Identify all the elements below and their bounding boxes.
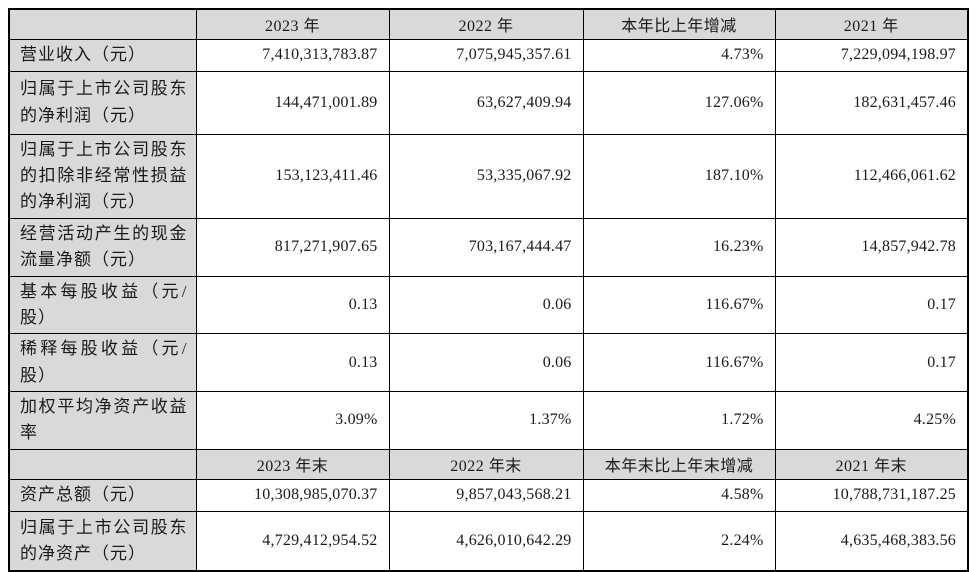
value-change: 116.67% bbox=[582, 333, 776, 392]
value-2022: 9,857,043,568.21 bbox=[388, 478, 584, 512]
value-2021: 4,635,468,383.56 bbox=[774, 510, 969, 572]
value-2022: 63,627,409.94 bbox=[388, 70, 584, 135]
header-2023-year-end: 2023 年末 bbox=[195, 448, 390, 480]
value-change: 4.58% bbox=[582, 478, 776, 512]
value-change: 4.73% bbox=[582, 38, 776, 72]
year-end-header-row: 2023 年末 2022 年末 本年末比上年末增减 2021 年末 bbox=[8, 448, 969, 480]
header-2022: 2022 年 bbox=[388, 8, 584, 40]
value-2023: 4,729,412,954.52 bbox=[195, 510, 390, 572]
value-2022: 0.06 bbox=[388, 275, 584, 335]
value-2021: 112,466,061.62 bbox=[774, 133, 969, 219]
value-change: 16.23% bbox=[582, 217, 776, 277]
corner-empty-cell bbox=[8, 8, 197, 40]
table-row-revenue: 营业收入（元） 7,410,313,783.87 7,075,945,357.6… bbox=[8, 38, 969, 72]
value-change: 187.10% bbox=[582, 133, 776, 219]
table-row-diluted-eps: 稀释每股收益（元/股） 0.13 0.06 116.67% 0.17 bbox=[8, 333, 969, 392]
table-row-net-profit-excl-nonrecurring: 归属于上市公司股东的扣除非经常性损益的净利润（元） 153,123,411.46… bbox=[8, 133, 969, 219]
value-2023: 153,123,411.46 bbox=[195, 133, 390, 219]
value-2021: 14,857,942.78 bbox=[774, 217, 969, 277]
value-2021: 0.17 bbox=[774, 275, 969, 335]
header-2021: 2021 年 bbox=[774, 8, 969, 40]
value-2022: 1.37% bbox=[388, 390, 584, 450]
value-2022: 4,626,010,642.29 bbox=[388, 510, 584, 572]
value-2021: 10,788,731,187.25 bbox=[774, 478, 969, 512]
value-change: 116.67% bbox=[582, 275, 776, 335]
value-2023: 10,308,985,070.37 bbox=[195, 478, 390, 512]
value-2023: 0.13 bbox=[195, 275, 390, 335]
value-2023: 7,410,313,783.87 bbox=[195, 38, 390, 72]
header-2022-year-end: 2022 年末 bbox=[388, 448, 584, 480]
row-label: 稀释每股收益（元/股） bbox=[8, 333, 197, 392]
value-2021: 7,229,094,198.97 bbox=[774, 38, 969, 72]
corner-empty-cell bbox=[8, 448, 197, 480]
value-change: 2.24% bbox=[582, 510, 776, 572]
value-change: 127.06% bbox=[582, 70, 776, 135]
row-label: 加权平均净资产收益率 bbox=[8, 390, 197, 450]
value-2022: 703,167,444.47 bbox=[388, 217, 584, 277]
header-year-end-change: 本年末比上年末增减 bbox=[582, 448, 776, 480]
value-2021: 0.17 bbox=[774, 333, 969, 392]
year-header-row: 2023 年 2022 年 本年比上年增减 2021 年 bbox=[8, 8, 969, 40]
financial-report-page: 2023 年 2022 年 本年比上年增减 2021 年 营业收入（元） 7,4… bbox=[8, 8, 969, 572]
value-change: 1.72% bbox=[582, 390, 776, 450]
table-row-net-assets: 归属于上市公司股东的净资产（元） 4,729,412,954.52 4,626,… bbox=[8, 510, 969, 572]
financial-indicators-table: 2023 年 2022 年 本年比上年增减 2021 年 营业收入（元） 7,4… bbox=[8, 8, 969, 572]
value-2022: 0.06 bbox=[388, 333, 584, 392]
header-2021-year-end: 2021 年末 bbox=[774, 448, 969, 480]
value-2023: 3.09% bbox=[195, 390, 390, 450]
value-2022: 53,335,067.92 bbox=[388, 133, 584, 219]
row-label: 归属于上市公司股东的净利润（元） bbox=[8, 70, 197, 135]
value-2023: 144,471,001.89 bbox=[195, 70, 390, 135]
row-label: 经营活动产生的现金流量净额（元） bbox=[8, 217, 197, 277]
row-label: 资产总额（元） bbox=[8, 478, 197, 512]
table-row-basic-eps: 基本每股收益（元/股） 0.13 0.06 116.67% 0.17 bbox=[8, 275, 969, 335]
row-label: 归属于上市公司股东的净资产（元） bbox=[8, 510, 197, 572]
header-2023: 2023 年 bbox=[195, 8, 390, 40]
value-2021: 182,631,457.46 bbox=[774, 70, 969, 135]
row-label: 基本每股收益（元/股） bbox=[8, 275, 197, 335]
table-row-weighted-avg-roe: 加权平均净资产收益率 3.09% 1.37% 1.72% 4.25% bbox=[8, 390, 969, 450]
row-label: 营业收入（元） bbox=[8, 38, 197, 72]
table-row-total-assets: 资产总额（元） 10,308,985,070.37 9,857,043,568.… bbox=[8, 478, 969, 512]
header-yoy-change: 本年比上年增减 bbox=[582, 8, 776, 40]
value-2022: 7,075,945,357.61 bbox=[388, 38, 584, 72]
value-2021: 4.25% bbox=[774, 390, 969, 450]
value-2023: 0.13 bbox=[195, 333, 390, 392]
table-row-net-profit: 归属于上市公司股东的净利润（元） 144,471,001.89 63,627,4… bbox=[8, 70, 969, 135]
table-row-operating-cash-flow: 经营活动产生的现金流量净额（元） 817,271,907.65 703,167,… bbox=[8, 217, 969, 277]
value-2023: 817,271,907.65 bbox=[195, 217, 390, 277]
row-label: 归属于上市公司股东的扣除非经常性损益的净利润（元） bbox=[8, 133, 197, 219]
